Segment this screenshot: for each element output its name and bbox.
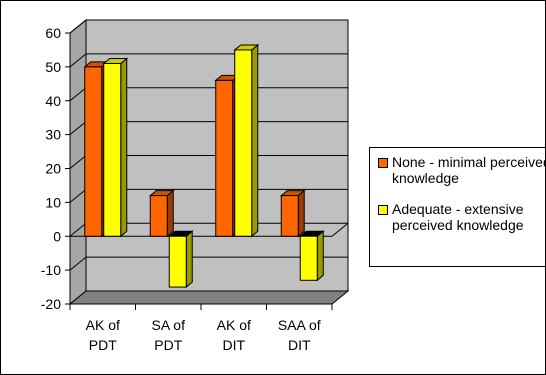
chart-legend: None - minimal perceived knowledge Adequ… — [369, 147, 546, 267]
bar-front-face — [280, 195, 299, 237]
legend-swatch-orange — [378, 158, 388, 168]
legend-swatch-yellow — [378, 205, 388, 215]
legend-label-series-1: None - minimal perceived knowledge — [392, 154, 546, 186]
bar-side-face — [297, 189, 305, 238]
y-tick-label: 50 — [45, 59, 61, 75]
bar-2-3 — [233, 43, 260, 238]
x-tick-label: SA of — [152, 317, 186, 333]
gridline-side — [69, 188, 87, 203]
gridline-side — [69, 256, 87, 271]
bar-front-face — [215, 79, 234, 237]
bar-2-4 — [298, 230, 325, 282]
bar-front-face — [149, 195, 168, 237]
x-tick-label: SAA of — [278, 317, 321, 333]
gridline-side — [69, 87, 87, 102]
bar-side-face — [166, 189, 174, 238]
x-tick-label: DIT — [288, 337, 311, 353]
x-tick-label: AK of — [86, 317, 120, 333]
legend-label-series-2: Adequate - extensive perceived knowledge — [392, 201, 524, 233]
bar-side-face — [251, 43, 259, 238]
bar-1-4 — [279, 189, 306, 238]
bar-front-face — [84, 66, 103, 237]
gridline-side — [69, 155, 87, 169]
gridline-side — [69, 19, 87, 34]
bar-front-face — [234, 49, 253, 237]
bar-side-face — [316, 230, 324, 282]
y-tick-label: -10 — [41, 262, 61, 278]
y-tick-label: 0 — [53, 228, 61, 244]
x-tick-label: AK of — [217, 317, 251, 333]
zero-axis-depth-line — [331, 222, 349, 237]
plot-floor — [68, 290, 350, 305]
gridline-side — [69, 53, 87, 68]
y-tick-label: -20 — [41, 296, 61, 312]
bar-side-face — [185, 230, 193, 289]
bar-side-face — [120, 57, 128, 238]
x-tick-label: PDT — [154, 337, 182, 353]
y-tick-label: 30 — [45, 127, 61, 143]
bar-1-2 — [148, 189, 175, 238]
bar-2-2 — [167, 230, 194, 289]
y-tick-label: 40 — [45, 93, 61, 109]
bar-front-face — [299, 235, 318, 281]
bar-front-face — [168, 235, 187, 288]
gridline-side — [69, 222, 87, 237]
y-tick-label: 10 — [45, 194, 61, 210]
y-tick-label: 60 — [45, 25, 61, 41]
y-tick-label: 20 — [45, 161, 61, 177]
bar-front-face — [103, 62, 122, 237]
x-tick-label: DIT — [222, 337, 245, 353]
bar-2-1 — [102, 57, 129, 238]
gridline-side — [69, 121, 87, 136]
x-tick-label: PDT — [89, 337, 117, 353]
